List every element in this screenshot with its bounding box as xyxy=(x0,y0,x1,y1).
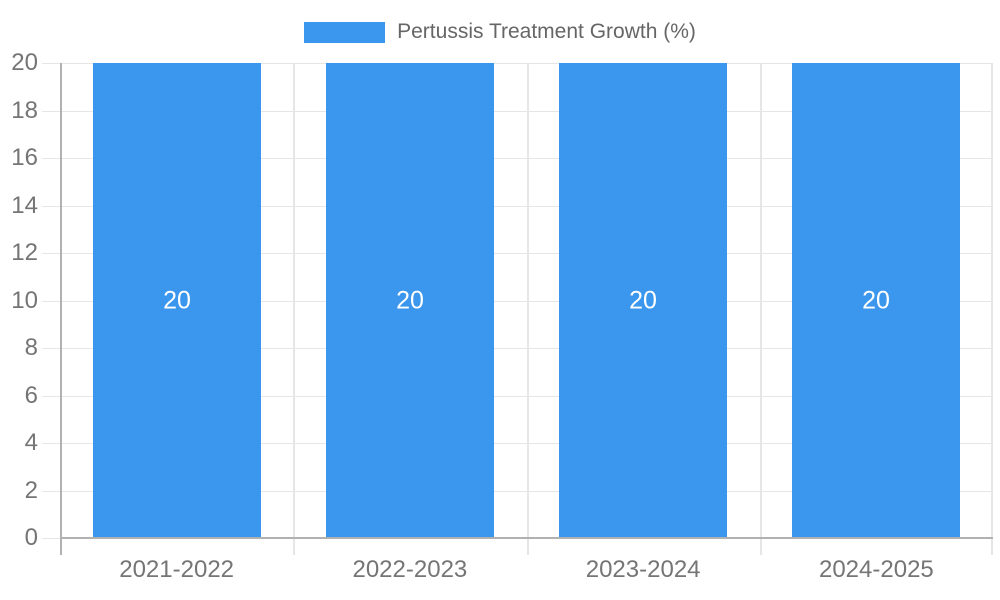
plot-area: 20 20 20 20 xyxy=(42,63,993,555)
v-gridline xyxy=(293,63,295,555)
y-axis-line xyxy=(60,63,62,555)
x-axis-baseline xyxy=(60,537,993,539)
h-gridline xyxy=(60,253,993,254)
y-tick-mark xyxy=(42,538,60,539)
y-axis-tick-label: 18 xyxy=(11,96,38,124)
y-axis-tick-label: 4 xyxy=(24,429,38,456)
y-tick-mark xyxy=(42,205,60,207)
y-tick-mark xyxy=(42,110,60,112)
y-tick-mark xyxy=(42,158,60,159)
v-gridline xyxy=(527,63,529,555)
y-tick-mark xyxy=(42,63,60,64)
v-gridline xyxy=(760,63,762,555)
bar-2022-2023[interactable]: 20 xyxy=(326,63,494,538)
h-gridline xyxy=(60,300,993,302)
h-gridline xyxy=(60,158,993,159)
h-gridline xyxy=(60,63,993,64)
bar-value-label: 20 xyxy=(862,286,890,314)
h-gridline xyxy=(60,395,993,397)
h-gridline xyxy=(60,205,993,207)
y-tick-mark xyxy=(42,348,60,349)
y-axis-tick-label: 2 xyxy=(24,476,38,504)
y-axis-tick-label: 20 xyxy=(11,49,38,76)
y-tick-mark xyxy=(42,443,60,444)
y-axis-tick-label: 16 xyxy=(11,144,38,171)
y-tick-mark xyxy=(42,300,60,302)
y-axis-tick-label: 6 xyxy=(24,381,38,409)
y-axis-tick-label: 10 xyxy=(11,286,38,314)
bar-value-label: 20 xyxy=(396,286,424,314)
h-gridline xyxy=(60,348,993,349)
h-gridline xyxy=(60,443,993,444)
bar-2023-2024[interactable]: 20 xyxy=(559,63,727,538)
bar-value-label: 20 xyxy=(629,286,657,314)
chart-legend[interactable]: Pertussis Treatment Growth (%) xyxy=(0,20,1000,44)
legend-swatch xyxy=(304,21,386,43)
y-tick-mark xyxy=(42,253,60,254)
y-tick-mark xyxy=(42,395,60,397)
v-gridline xyxy=(991,63,993,555)
y-axis-tick-label: 0 xyxy=(24,524,38,551)
x-axis-tick-label: 2023-2024 xyxy=(585,556,701,583)
h-gridline xyxy=(60,490,993,492)
y-axis-tick-label: 14 xyxy=(11,191,38,219)
bar-2024-2025[interactable]: 20 xyxy=(792,63,960,538)
x-axis-tick-label: 2024-2025 xyxy=(818,556,934,583)
y-axis-tick-label: 12 xyxy=(11,239,38,266)
h-gridline xyxy=(60,110,993,112)
bar-2021-2022[interactable]: 20 xyxy=(93,63,261,538)
legend-label: Pertussis Treatment Growth (%) xyxy=(397,20,696,43)
y-tick-mark xyxy=(42,490,60,492)
x-axis-tick-label: 2021-2022 xyxy=(119,556,235,583)
x-axis-tick-label: 2022-2023 xyxy=(352,556,468,583)
y-axis-tick-label: 8 xyxy=(24,334,38,361)
bar-value-label: 20 xyxy=(163,286,191,314)
